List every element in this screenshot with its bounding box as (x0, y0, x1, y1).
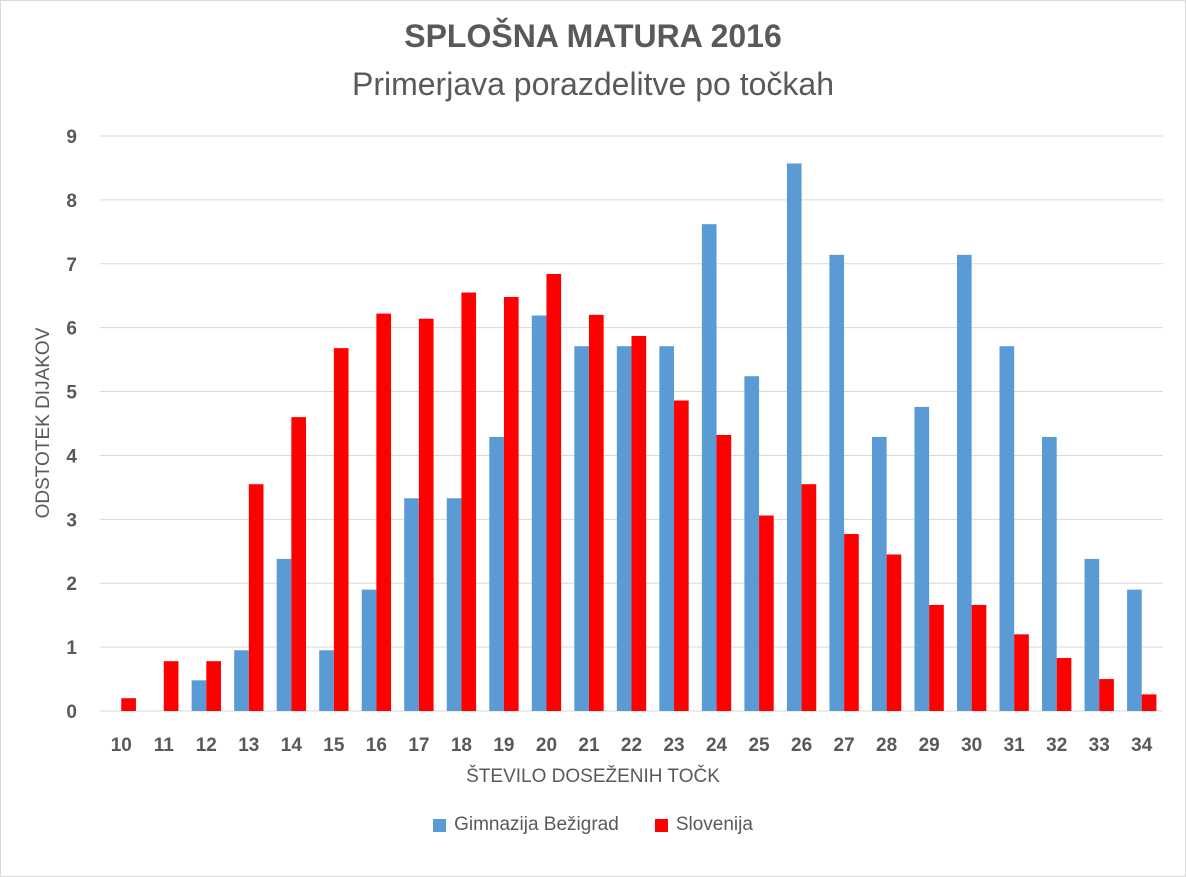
x-tick-label: 18 (451, 735, 472, 756)
bar-gimnazija-bezigrad-14 (276, 558, 292, 711)
bar-slovenija-17 (418, 318, 434, 711)
x-tick-label: 23 (663, 735, 684, 756)
bar-gimnazija-bezigrad-32 (1042, 436, 1057, 711)
bar-slovenija-15 (333, 348, 349, 711)
legend-item-slovenija: Slovenija (654, 814, 753, 836)
legend-swatch-slovenija (654, 818, 668, 832)
bar-gimnazija-bezigrad-23 (659, 346, 675, 711)
bar-gimnazija-bezigrad-25 (744, 376, 760, 711)
bar-slovenija-14 (291, 417, 307, 711)
bar-slovenija-30 (971, 604, 987, 711)
bar-gimnazija-bezigrad-22 (616, 346, 632, 711)
bar-slovenija-28 (886, 554, 902, 711)
bar-slovenija-18 (461, 292, 477, 711)
bar-slovenija-13 (248, 484, 264, 711)
bar-slovenija-12 (206, 661, 221, 711)
y-tick-label: 4 (66, 446, 77, 467)
x-tick-label: 24 (706, 735, 728, 756)
x-tick-label: 34 (1131, 735, 1153, 756)
x-tick-label: 30 (961, 735, 982, 756)
legend-label-gimnazija-bezigrad: Gimnazija Bežigrad (454, 814, 619, 835)
x-tick-label: 22 (621, 735, 642, 756)
x-tick-label: 11 (154, 735, 175, 756)
bar-gimnazija-bezigrad-19 (489, 436, 504, 711)
x-tick-label: 28 (876, 735, 897, 756)
legend-item-gimnazija-bezigrad: Gimnazija Bežigrad (433, 814, 619, 836)
bar-gimnazija-bezigrad-18 (446, 498, 462, 711)
bar-slovenija-20 (546, 274, 562, 711)
bar-gimnazija-bezigrad-26 (786, 163, 802, 711)
legend: Gimnazija Bežigrad Slovenija (0, 814, 1186, 836)
bar-gimnazija-bezigrad-21 (574, 346, 589, 711)
x-tick-label: 32 (1046, 735, 1067, 756)
x-tick-label: 20 (536, 735, 557, 756)
x-tick-label: 12 (196, 735, 217, 756)
x-tick-label: 33 (1089, 735, 1110, 756)
bar-gimnazija-bezigrad-13 (234, 650, 249, 711)
y-tick-label: 1 (66, 638, 77, 659)
y-tick-label: 0 (66, 702, 77, 723)
legend-label-slovenija: Slovenija (675, 814, 753, 835)
bar-slovenija-27 (844, 534, 859, 711)
x-tick-label: 16 (366, 735, 387, 756)
bar-gimnazija-bezigrad-31 (999, 346, 1015, 711)
bar-slovenija-26 (801, 484, 817, 711)
x-tick-label: 27 (834, 735, 855, 756)
x-tick-label: 15 (323, 735, 345, 756)
chart-title: SPLOŠNA MATURA 2016 (404, 18, 782, 54)
x-tick-label: 29 (919, 735, 940, 756)
bar-slovenija-22 (631, 335, 647, 711)
bar-gimnazija-bezigrad-24 (701, 224, 717, 711)
x-tick-label: 19 (493, 735, 514, 756)
bar-slovenija-16 (376, 313, 392, 711)
x-tick-label: 21 (578, 735, 600, 756)
y-tick-label: 8 (66, 191, 77, 212)
bar-slovenija-32 (1056, 657, 1072, 711)
bar-slovenija-29 (929, 604, 944, 711)
bar-gimnazija-bezigrad-30 (956, 254, 972, 712)
y-tick-label: 2 (66, 574, 77, 595)
legend-swatch-gimnazija-bezigrad (433, 818, 447, 832)
bar-gimnazija-bezigrad-28 (871, 436, 887, 711)
bar-slovenija-34 (1141, 694, 1157, 711)
bar-slovenija-23 (674, 400, 689, 711)
bar-gimnazija-bezigrad-33 (1084, 558, 1100, 711)
x-tick-label: 14 (281, 735, 303, 756)
chart-subtitle: Primerjava porazdelitve po točkah (351, 66, 834, 102)
y-tick-label: 9 (66, 127, 77, 148)
x-tick-label: 13 (238, 735, 259, 756)
y-tick-label: 3 (66, 510, 77, 531)
bar-gimnazija-bezigrad-17 (404, 498, 419, 711)
x-tick-label: 26 (791, 735, 812, 756)
y-tick-label: 7 (66, 255, 77, 276)
bar-gimnazija-bezigrad-16 (361, 589, 377, 711)
bar-gimnazija-bezigrad-12 (191, 680, 207, 711)
bar-gimnazija-bezigrad-29 (914, 406, 930, 711)
bar-gimnazija-bezigrad-20 (531, 315, 547, 711)
bar-slovenija-11 (163, 661, 179, 711)
bar-slovenija-33 (1099, 679, 1114, 711)
x-tick-label: 31 (1004, 735, 1026, 756)
bar-slovenija-24 (716, 435, 732, 711)
bar-slovenija-19 (503, 297, 519, 711)
x-tick-label: 17 (408, 735, 429, 756)
bar-slovenija-25 (759, 515, 774, 711)
bar-gimnazija-bezigrad-27 (829, 254, 845, 712)
bar-slovenija-10 (121, 698, 136, 711)
bar-gimnazija-bezigrad-34 (1127, 589, 1142, 711)
bar-slovenija-31 (1014, 634, 1029, 711)
y-tick-label: 5 (66, 383, 77, 404)
y-tick-label: 6 (66, 319, 77, 340)
bar-gimnazija-bezigrad-15 (319, 650, 334, 711)
x-tick-label: 25 (748, 735, 770, 756)
x-axis-label: ŠTEVILO DOSEŽENIH TOČK (466, 766, 720, 787)
x-tick-label: 10 (111, 735, 132, 756)
bar-slovenija-21 (588, 314, 604, 711)
